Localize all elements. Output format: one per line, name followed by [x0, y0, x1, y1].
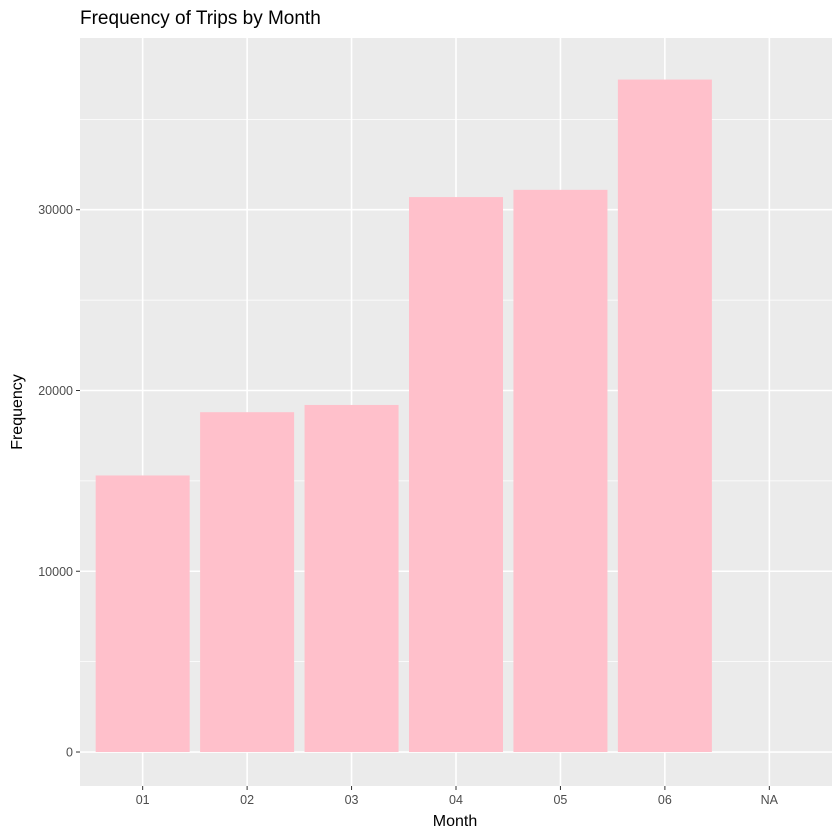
x-axis-title: Month	[433, 813, 477, 830]
bar-01	[95, 475, 190, 753]
bar-06	[617, 79, 712, 753]
y-tick-label: 10000	[38, 565, 73, 579]
y-tick-label: 20000	[38, 384, 73, 398]
bar-02	[200, 412, 295, 753]
x-tick-label: 04	[449, 793, 463, 807]
x-tick-label: 02	[240, 793, 254, 807]
tick-labels: 0 10000 20000 30000 01 02 03 04 05 06 NA	[38, 203, 778, 807]
x-tick-label: 05	[553, 793, 567, 807]
y-tick-label: 0	[66, 746, 73, 760]
x-tick-label: 01	[136, 793, 150, 807]
x-tick-label: 06	[658, 793, 672, 807]
y-axis-title: Frequency	[9, 374, 26, 450]
bar-04	[409, 197, 503, 753]
y-tick-label: 30000	[38, 203, 73, 217]
x-tick-label: 03	[345, 793, 359, 807]
bar-03	[304, 404, 399, 753]
chart-title: Frequency of Trips by Month	[80, 8, 321, 29]
bar-05	[513, 189, 608, 753]
x-tick-label: NA	[761, 793, 779, 807]
axis-ticks	[76, 209, 770, 790]
bars	[95, 79, 712, 753]
